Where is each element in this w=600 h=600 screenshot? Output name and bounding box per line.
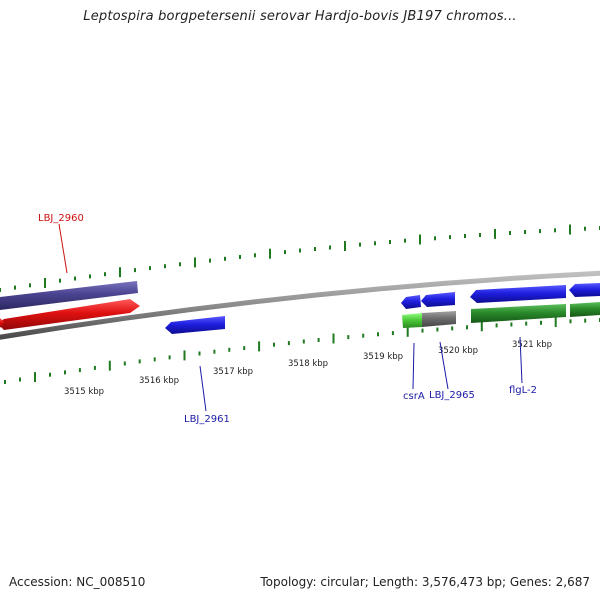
topology-text: Topology: circular; Length: 3,576,473 bp… [260, 575, 590, 589]
kbp-label-3521: 3521 kbp [512, 340, 552, 350]
outer-tick-row [0, 224, 600, 292]
kbp-label-3515: 3515 kbp [64, 387, 104, 397]
leader-lbj2965 [439, 341, 449, 390]
gene-label-lbj2965[interactable]: LBJ_2965 [429, 390, 475, 401]
gene-blue-csra-upper[interactable] [401, 295, 421, 309]
gene-label-lbj2960[interactable]: LBJ_2960 [38, 213, 84, 224]
gene-green-right[interactable] [570, 302, 600, 317]
gene-label-csra[interactable]: csrA [403, 391, 425, 402]
kbp-label-3518: 3518 kbp [288, 359, 328, 369]
gene-red-left-stub[interactable] [0, 318, 4, 328]
kbp-label-3519: 3519 kbp [363, 352, 403, 362]
kbp-label-3517: 3517 kbp [213, 367, 253, 377]
gene-red-lbj2960[interactable] [0, 299, 140, 330]
leader-lbj2960 [58, 223, 68, 274]
gene-lightgreen-csra[interactable] [402, 313, 422, 328]
gene-blue-lbj2961[interactable] [165, 316, 225, 334]
kbp-label-3520: 3520 kbp [438, 346, 478, 356]
gene-blue-right-upper[interactable] [569, 283, 600, 297]
leader-csra [412, 342, 415, 390]
map-title: Leptospira borgpetersenii serovar Hardjo… [83, 9, 517, 24]
gene-green-flgl[interactable] [471, 304, 566, 323]
leader-lbj2961 [199, 365, 207, 412]
accession-text: Accession: NC_008510 [9, 575, 146, 589]
inner-tick-row [4, 317, 600, 384]
gene-blue-flgl-upper[interactable] [470, 285, 566, 303]
gene-purple-upper[interactable] [0, 281, 138, 310]
gene-label-flgl2[interactable]: flgL-2 [509, 385, 537, 396]
gene-gray-lbj2965[interactable] [422, 311, 456, 327]
gene-label-lbj2961[interactable]: LBJ_2961 [184, 414, 230, 425]
chromosome-backbone [0, 270, 600, 340]
gene-blue-lbj2965-upper[interactable] [421, 292, 455, 307]
kbp-label-3516: 3516 kbp [139, 376, 179, 386]
leader-flgl [519, 336, 523, 384]
